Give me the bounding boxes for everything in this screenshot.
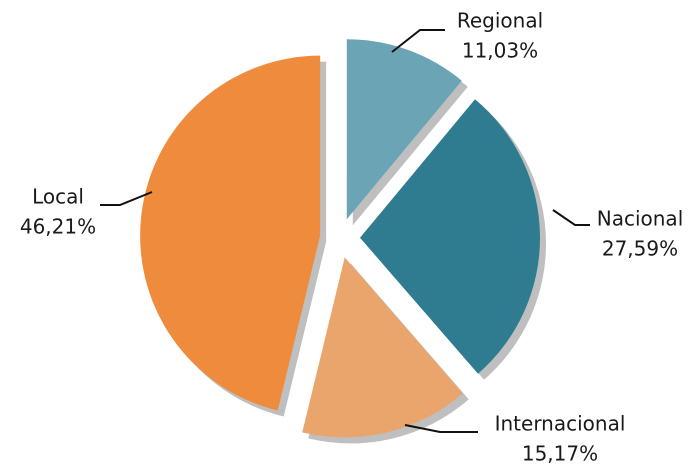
slice [359, 99, 540, 374]
slice-label: Nacional [597, 207, 684, 231]
slice [140, 55, 321, 411]
slice-label: Regional [457, 9, 543, 33]
leader-line [552, 209, 590, 226]
slice-value: 27,59% [602, 237, 678, 261]
leader-line [100, 191, 153, 206]
slice-value: 15,17% [522, 442, 598, 466]
pie [140, 39, 546, 444]
slice-value: 46,21% [20, 215, 96, 239]
slice-label: Local [32, 185, 84, 209]
slice-label: Internacional [495, 412, 626, 436]
slice [346, 39, 462, 220]
leader-line [404, 424, 478, 433]
slice-value: 11,03% [462, 39, 538, 63]
leader-line [391, 29, 445, 53]
slice [302, 257, 463, 438]
